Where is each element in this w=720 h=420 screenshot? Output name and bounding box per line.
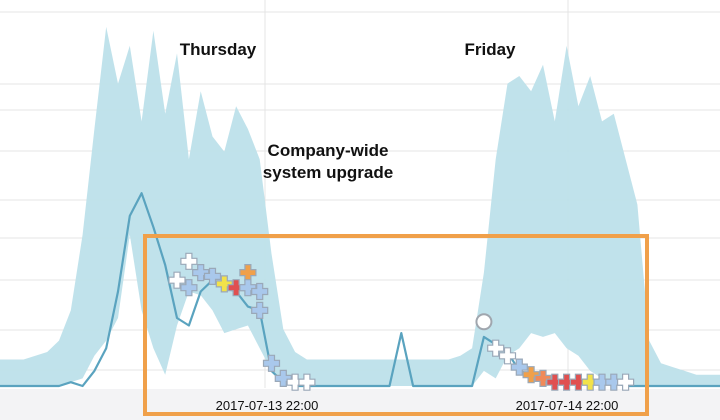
- event-label-line-2: system upgrade: [263, 163, 393, 182]
- marker-shape: [203, 267, 222, 285]
- event-marker-16: [498, 347, 517, 365]
- day-label-thursday: Thursday: [180, 40, 257, 59]
- x-tick-label-1: 2017-07-14 22:00: [516, 398, 619, 413]
- marker-shape: [510, 358, 528, 376]
- selection-cursor: [475, 313, 493, 331]
- event-marker-25: [605, 373, 623, 391]
- event-marker-10: [251, 301, 269, 319]
- event-marker-24: [593, 373, 611, 391]
- highlight-rectangle: [143, 234, 649, 416]
- marker-shape: [239, 279, 257, 297]
- marker-shape: [192, 264, 210, 282]
- marker-shape: [298, 373, 316, 391]
- marker-shape: [522, 366, 540, 384]
- event-markers: [168, 252, 635, 391]
- marker-shape: [251, 282, 269, 301]
- event-marker-22: [569, 373, 588, 391]
- marker-shape: [546, 373, 564, 391]
- event-marker-9: [251, 282, 269, 301]
- event-marker-4: [203, 267, 222, 285]
- event-marker-20: [546, 373, 564, 391]
- marker-shape: [534, 369, 552, 387]
- event-marker-17: [510, 358, 528, 376]
- event-marker-6: [227, 279, 245, 297]
- marker-shape: [487, 339, 505, 357]
- marker-shape: [168, 271, 186, 289]
- marker-shape: [616, 373, 635, 391]
- event-marker-23: [581, 373, 599, 391]
- event-marker-5: [215, 275, 233, 293]
- event-marker-3: [192, 264, 210, 282]
- event-marker-11: [262, 354, 281, 372]
- marker-shape: [227, 279, 245, 297]
- marker-shape: [215, 275, 233, 293]
- marker-shape: [605, 373, 623, 391]
- marker-shape: [557, 373, 576, 391]
- marker-shape: [251, 301, 269, 319]
- event-marker-1: [168, 271, 186, 289]
- marker-shape: [274, 369, 292, 387]
- event-marker-18: [522, 366, 540, 384]
- x-tick-label-0: 2017-07-13 22:00: [216, 398, 319, 413]
- event-label-line-1: Company-wide: [268, 141, 389, 160]
- marker-shape: [262, 354, 281, 372]
- event-marker-21: [557, 373, 576, 391]
- marker-shape: [593, 373, 611, 391]
- marker-shape: [180, 279, 198, 297]
- event-marker-14: [298, 373, 316, 391]
- event-marker-19: [534, 369, 552, 387]
- event-marker-8: [239, 279, 257, 297]
- range-band: [0, 26, 720, 387]
- chart-text: Thursday Friday Company-wide system upgrade…: [180, 40, 619, 413]
- event-marker-13: [286, 373, 304, 391]
- day-label-friday: Friday: [464, 40, 516, 59]
- marker-shape: [569, 373, 588, 391]
- event-marker-26: [616, 373, 635, 391]
- event-marker-12: [274, 369, 292, 387]
- event-marker-0: [180, 252, 198, 270]
- event-marker-15: [487, 339, 505, 357]
- expected-range-band: [0, 26, 720, 387]
- marker-shape: [498, 347, 517, 365]
- highlight-box: [143, 234, 649, 416]
- marker-shape: [180, 252, 198, 270]
- event-marker-2: [180, 279, 198, 297]
- marker-shape: [286, 373, 304, 391]
- marker-shape: [581, 373, 599, 391]
